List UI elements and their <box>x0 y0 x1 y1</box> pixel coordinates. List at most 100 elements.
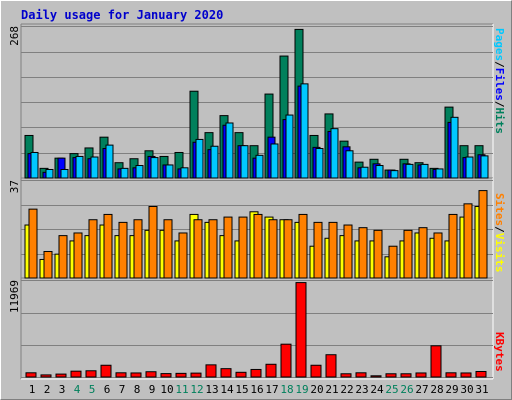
legend-pages-files-hits-part: / <box>493 101 506 108</box>
bar-kbytes-day-16 <box>250 368 262 378</box>
x-tick-label-3: 3 <box>59 383 66 396</box>
x-tick-label-16: 16 <box>250 383 263 396</box>
bar-pages-day-3 <box>60 168 69 179</box>
x-tick-label-31: 31 <box>475 383 488 396</box>
x-tick-label-5: 5 <box>89 383 96 396</box>
kbytes-panel-background <box>21 278 493 379</box>
bar-pages-day-13 <box>210 145 219 179</box>
bar-kbytes-day-26 <box>400 373 412 378</box>
bar-pages-day-24 <box>375 165 384 179</box>
x-tick-label-2: 2 <box>44 383 51 396</box>
bar-kbytes-day-3 <box>55 373 67 378</box>
bar-kbytes-day-15 <box>235 371 247 378</box>
bar-sites-day-8 <box>133 219 143 279</box>
bar-kbytes-day-12 <box>190 372 202 378</box>
bar-sites-day-15 <box>238 216 248 279</box>
legend-sites-visits: Sites/Visits <box>493 193 506 273</box>
kbytes-panel-ymax-label: 11969 <box>8 280 21 313</box>
bar-kbytes-day-19 <box>295 282 307 378</box>
bar-kbytes-day-30 <box>460 372 472 378</box>
bar-sites-day-24 <box>373 229 383 279</box>
x-tick-label-25: 25 <box>385 383 398 396</box>
bar-kbytes-day-17 <box>265 363 277 378</box>
bar-kbytes-day-22 <box>340 373 352 378</box>
x-tick-label-9: 9 <box>149 383 156 396</box>
x-tick-label-27: 27 <box>415 383 428 396</box>
bar-sites-day-4 <box>73 232 83 279</box>
chart-title: Daily usage for January 2020 <box>21 8 224 22</box>
bar-sites-day-19 <box>298 213 308 279</box>
bar-kbytes-day-5 <box>85 370 97 378</box>
bar-pages-day-16 <box>255 154 264 179</box>
bar-pages-day-19 <box>300 83 309 179</box>
legend-kbytes-part: KBytes <box>493 332 506 372</box>
bar-pages-day-22 <box>345 150 354 179</box>
bar-sites-day-26 <box>403 229 413 279</box>
x-tick-label-23: 23 <box>355 383 368 396</box>
bar-sites-day-28 <box>433 232 443 279</box>
x-tick-label-24: 24 <box>370 383 384 396</box>
bar-sites-day-31 <box>478 190 488 279</box>
bar-sites-day-20 <box>313 221 323 279</box>
bar-sites-day-16 <box>253 213 263 279</box>
bar-pages-day-15 <box>240 145 249 179</box>
bar-sites-day-21 <box>328 221 338 279</box>
bar-pages-day-25 <box>390 170 399 179</box>
legend-pages-files-hits-part: / <box>493 61 506 68</box>
bar-pages-day-5 <box>90 156 99 179</box>
x-tick-label-11: 11 <box>175 383 188 396</box>
bar-kbytes-day-10 <box>160 373 172 378</box>
bar-sites-day-13 <box>208 219 218 279</box>
bar-pages-day-30 <box>465 156 474 179</box>
legend-pages-files-hits: Pages/Files/Hits <box>493 28 506 134</box>
legend-pages-files-hits-part: Files <box>493 68 506 101</box>
x-tick-label-7: 7 <box>119 383 126 396</box>
legend-pages-files-hits-part: Pages <box>493 28 506 61</box>
x-tick-label-26: 26 <box>400 383 413 396</box>
bar-pages-day-9 <box>150 157 159 179</box>
bar-sites-day-9 <box>148 205 158 279</box>
x-tick-label-6: 6 <box>104 383 111 396</box>
bar-pages-day-2 <box>45 168 54 179</box>
bar-kbytes-day-7 <box>115 372 127 378</box>
bar-kbytes-day-20 <box>310 364 322 378</box>
bar-kbytes-day-4 <box>70 370 82 378</box>
x-tick-label-20: 20 <box>310 383 323 396</box>
bar-kbytes-day-13 <box>205 364 217 378</box>
bar-sites-day-7 <box>118 221 128 279</box>
x-tick-label-22: 22 <box>340 383 353 396</box>
x-tick-label-13: 13 <box>205 383 218 396</box>
bar-sites-day-5 <box>88 219 98 279</box>
bar-sites-day-6 <box>103 213 113 279</box>
bar-pages-day-10 <box>165 164 174 179</box>
bar-sites-day-2 <box>43 251 53 279</box>
legend-pages-files-hits-part: Hits <box>493 108 506 135</box>
bar-kbytes-day-1 <box>25 372 37 378</box>
bar-kbytes-day-23 <box>355 372 367 378</box>
legend-kbytes: KBytes <box>493 332 506 372</box>
x-tick-label-17: 17 <box>265 383 278 396</box>
x-tick-label-30: 30 <box>460 383 473 396</box>
bar-kbytes-day-31 <box>475 370 487 378</box>
bar-sites-day-3 <box>58 235 68 279</box>
x-tick-label-4: 4 <box>74 383 81 396</box>
x-tick-label-19: 19 <box>295 383 308 396</box>
legend-sites-visits-part: Sites <box>493 193 506 226</box>
bar-pages-day-1 <box>30 151 39 179</box>
bar-sites-day-1 <box>28 208 38 279</box>
bar-kbytes-day-27 <box>415 372 427 378</box>
x-tick-label-29: 29 <box>445 383 458 396</box>
bar-kbytes-day-6 <box>100 364 112 378</box>
bar-pages-day-21 <box>330 128 339 179</box>
bar-sites-day-14 <box>223 216 233 279</box>
bar-sites-day-12 <box>193 219 203 279</box>
bar-pages-day-17 <box>270 143 279 179</box>
bar-kbytes-day-28 <box>430 345 442 378</box>
bar-pages-day-23 <box>360 166 369 179</box>
bar-sites-day-23 <box>358 227 368 279</box>
bar-sites-day-22 <box>343 224 353 279</box>
bar-pages-day-27 <box>420 163 429 179</box>
bar-pages-day-4 <box>75 155 84 179</box>
bar-pages-day-28 <box>435 168 444 179</box>
